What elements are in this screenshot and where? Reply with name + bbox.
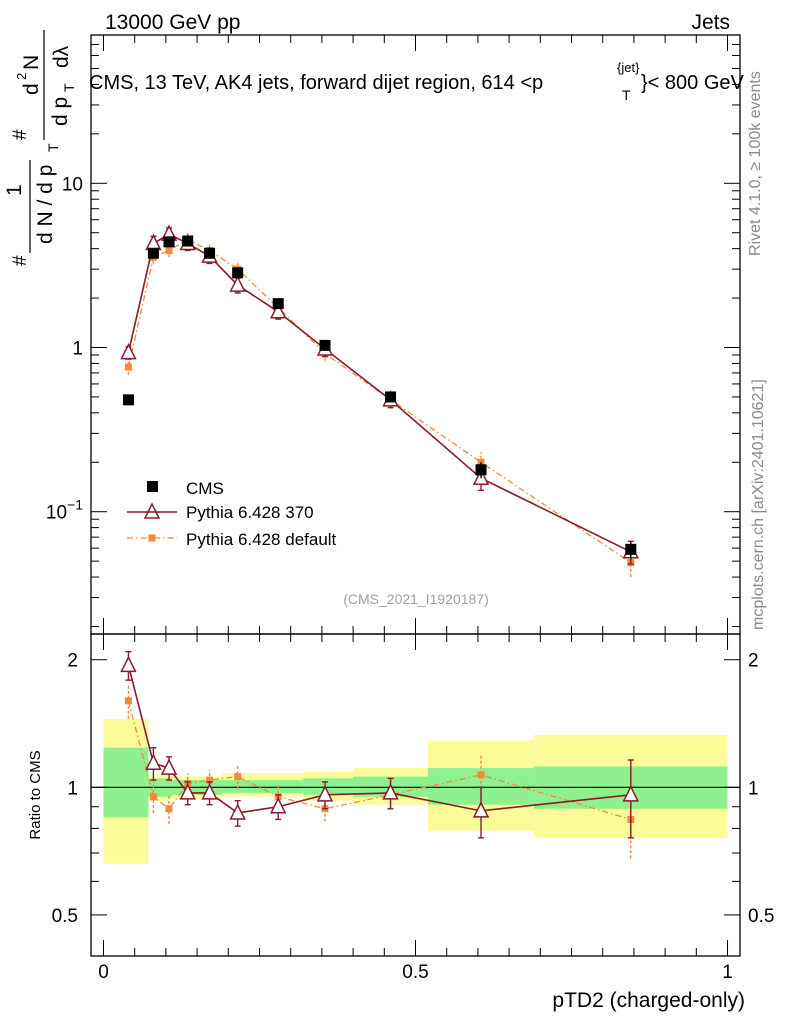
category-label: Jets [691,11,730,34]
legend: CMS Pythia 6.428 370 Pythia 6.428 defaul… [127,479,337,549]
ratio-ylabel: Ratio to CMS [27,750,44,839]
ylabel-d: d [20,83,43,95]
legend-cms-label: CMS [186,479,224,498]
main-pythiadefault-line [127,238,632,564]
ratio-ytick-label-left: 2 [67,651,78,672]
ratio-pythiadefault-point [234,773,242,781]
mcplots-label: mcplots.cern.ch [arXiv:2401.10621] [750,379,767,630]
main-title: CMS, 13 TeV, AK4 jets, forward dijet reg… [89,60,745,103]
legend-pythia370-label: Pythia 6.428 370 [186,503,314,522]
main-pythia370-point [229,275,246,292]
legend-cms-marker [147,481,158,492]
ratio-pythia370-point [316,785,334,802]
ratio-band-inner [259,780,304,793]
main-pythiadefault-point [165,246,173,254]
ratio-xtick-label: 1 [722,962,733,983]
ylabel-dpt: d p [49,97,72,126]
main-cms-point [475,464,487,476]
title-jet-sup: {jet} [617,60,640,75]
ratio-ytick-label-right: 2 [748,651,759,672]
title-text: CMS, 13 TeV, AK4 jets, forward dijet reg… [89,72,543,94]
main-cms-point [625,543,637,555]
ratio-pythiadefault-point [477,771,485,779]
ratio-band-inner [222,780,260,793]
ratio-pythiadefault-point [149,793,157,801]
main-ytick-label: 10−1 [46,497,83,524]
ratio-pythiadefault-point [124,697,132,705]
main-cms-point [204,247,216,259]
ratio-pythiadefault-point [165,805,173,813]
ylabel-sub-t2: T [61,83,77,92]
ratio-ytick-label-right: 1 [748,778,759,799]
ratio-ytick-label-left: 0.5 [52,906,78,927]
ylabel-n: N [20,55,43,70]
main-axis-ticks [91,34,740,634]
legend-pythiadefault-marker [148,534,156,542]
main-cms-point [319,339,331,351]
ratio-xtick-label: 0.5 [402,962,428,983]
ratio-pythiadefault-line [127,700,631,821]
main-cms-point [232,267,244,279]
ratio-band-inner [303,778,354,795]
ratio-pythia370-point [269,797,287,814]
ylabel-hash2: # [10,129,31,140]
main-series [120,224,640,578]
main-cms-point [122,394,134,406]
legend-pythiadefault-label: Pythia 6.428 default [186,530,337,549]
main-cms-point [385,391,397,403]
main-ytick-labels: 10−1 1 10 [46,174,83,523]
ylabel-hash1: # [10,255,31,266]
ratio-pythia370-point [201,783,218,800]
x-axis-label: pTD2 (charged-only) [552,989,745,1012]
ratio-ytick-label-left: 1 [67,778,78,799]
main-pythia370-point [269,302,287,319]
main-cms-point [163,236,175,248]
energy-label: 13000 GeV pp [105,11,240,34]
title-range-end: }< 800 GeV [641,72,745,94]
ylabel-one: 1 [3,184,26,196]
ratio-pythia370-point [179,783,196,800]
ratio-series [120,650,640,859]
ratio-ytick-labels: 0.5 0.5 1 1 2 2 [52,651,775,927]
ratio-ytick-label-right: 0.5 [748,906,774,927]
main-pythia370-point [120,343,137,360]
ratio-pythia370-point [622,785,640,802]
ylabel-dn-dpt: d N / d p [34,165,57,244]
ratio-axis-ticks [91,634,740,957]
main-cms-point [272,298,284,310]
analysis-reference: (CMS_2021_I1920187) [343,591,489,607]
ratio-pythia370-point [145,753,162,770]
rivet-label: Rivet 4.1.0, ≥ 100k events [747,71,764,256]
ylabel-sup-2: 2 [14,73,29,80]
title-t-sub: T [622,87,631,103]
ratio-pythia370-point [120,655,137,673]
ylabel-dlambda: dλ [50,45,73,68]
ylabel-sub-t1: T [45,143,61,152]
ratio-xtick-labels: 0 0.5 1 [98,962,733,983]
ratio-pythia370-point [229,803,246,820]
ratio-pythia370-point [472,801,490,818]
main-cms-point [147,247,159,259]
ratio-pythia370-point [160,758,178,775]
main-cms-point [182,235,194,247]
ratio-xtick-label: 0 [98,962,109,983]
main-ytick-label: 1 [72,339,83,360]
legend-pythia370-marker [143,502,161,519]
ratio-pythia370-point [382,783,399,800]
main-ylabel: # 1 d N / d p T # d 2 N d p T dλ [3,30,77,266]
main-ytick-label: 10 [62,174,83,195]
ratio-pythiadefault-point [206,776,214,784]
ratio-band-inner [103,747,149,818]
main-pythiadefault-point [124,363,132,371]
